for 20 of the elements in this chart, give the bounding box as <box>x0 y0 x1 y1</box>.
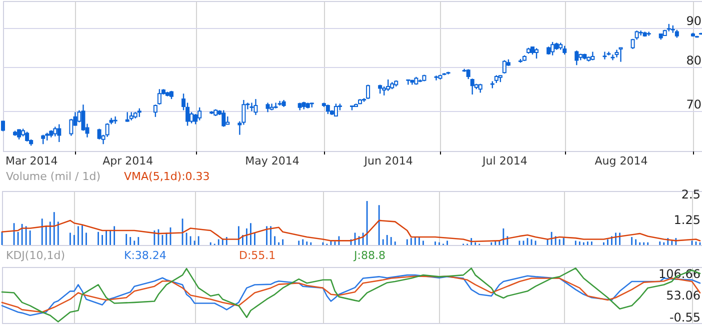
x-tick-label: Aug 2014 <box>594 154 648 168</box>
y-tick-label: 53.06 <box>666 288 700 303</box>
y-tick-label: 90 <box>686 14 702 28</box>
chart-title: Volume (mil / 1d) <box>6 170 100 183</box>
x-tick-label: Jun 2014 <box>363 154 413 168</box>
series-label: K:38.24 <box>124 249 166 262</box>
y-tick-label: 70 <box>686 98 702 112</box>
y-tick-label: 1.25 <box>674 212 700 227</box>
text: D:55.1 <box>239 249 276 262</box>
x-tick-label: Apr 2014 <box>102 154 154 168</box>
line-series <box>1 268 701 322</box>
text: VMA(5,1d):0.33 <box>124 170 210 183</box>
x-tick-label: Jul 2014 <box>482 154 528 168</box>
x-tick-label: May 2014 <box>245 154 300 168</box>
y-tick-label: -0.55 <box>669 310 700 324</box>
x-tick-label: Mar 2014 <box>5 154 58 168</box>
y-tick-label: 2.5 <box>681 187 700 202</box>
chart-title: KDJ(10,1d) <box>6 249 65 262</box>
y-tick-label: 80 <box>686 53 702 68</box>
series-label: J:88.8 <box>353 249 386 262</box>
